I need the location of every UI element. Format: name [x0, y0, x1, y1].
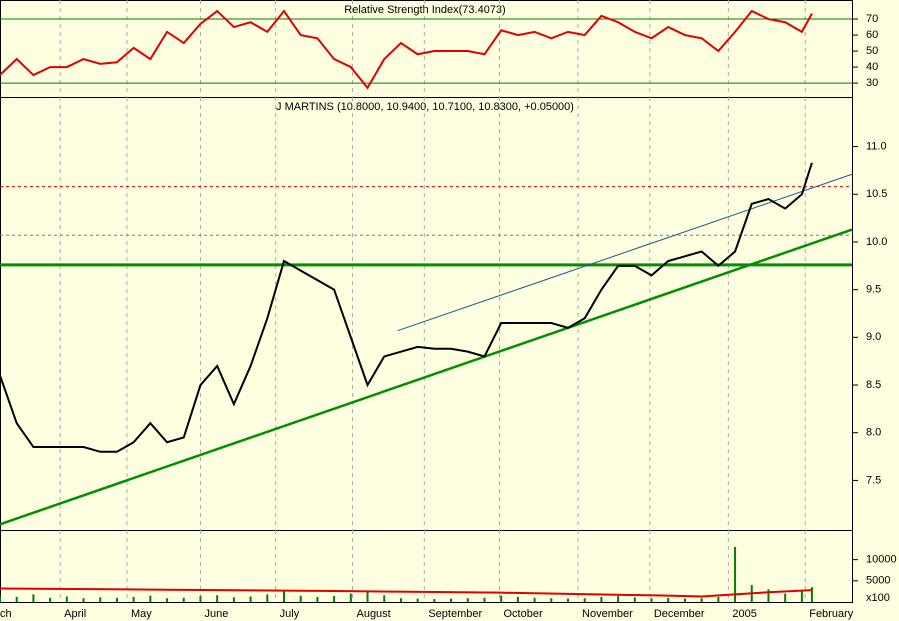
volume-bar — [15, 596, 18, 602]
volume-bar — [249, 596, 252, 602]
y-tick-label: 8.5 — [866, 379, 881, 391]
x-tick-label: February — [809, 608, 854, 620]
volume-bar — [283, 591, 285, 602]
volume-bar — [700, 598, 703, 602]
volume-bar — [149, 595, 152, 602]
x-tick-label: April — [64, 608, 86, 620]
series-line — [0, 9, 813, 90]
volume-bar — [132, 596, 135, 602]
x-tick-label: May — [131, 608, 152, 620]
trend-line — [397, 173, 853, 332]
volume-bar — [316, 596, 319, 602]
volume-bar — [810, 587, 813, 602]
volume-bar — [450, 598, 453, 602]
volume-bar — [166, 598, 169, 602]
y-tick-label: 9.0 — [866, 331, 881, 343]
volume-bar — [65, 596, 68, 602]
trend-line — [0, 228, 853, 526]
x-tick-label: July — [280, 608, 300, 620]
y-tick-label: 10.0 — [866, 236, 887, 248]
y-tick-label: 70 — [866, 13, 878, 25]
volume-bar — [734, 546, 737, 602]
x-tick-label: September — [428, 608, 482, 620]
volume-bar — [299, 595, 302, 602]
volume-bar — [617, 596, 620, 602]
series-line — [0, 587, 812, 598]
volume-bar — [567, 598, 569, 602]
volume-bar — [466, 598, 469, 602]
volume-bar — [683, 598, 686, 602]
y-tick-label: 8.0 — [866, 427, 881, 439]
volume-bar — [717, 596, 720, 602]
volume-bar — [82, 598, 85, 602]
y-tick-label: 60 — [866, 29, 878, 41]
y-tick-label: 40 — [866, 61, 878, 73]
volume-bar — [182, 597, 185, 602]
volume-bar — [399, 598, 402, 602]
volume-bar — [416, 598, 419, 602]
volume-bar — [784, 593, 787, 602]
y-tick-label: 7.5 — [866, 474, 881, 486]
volume-bar — [516, 596, 519, 602]
volume-bar — [483, 597, 486, 602]
volume-bar — [650, 598, 653, 602]
y-tick-label: 50 — [866, 45, 878, 57]
volume-bar — [600, 596, 603, 602]
y-tick-label: 30 — [866, 77, 878, 89]
volume-bar — [0, 595, 1, 602]
volume-bar — [49, 597, 52, 602]
volume-bar — [583, 598, 586, 602]
volume-bar — [383, 595, 386, 602]
volume-bar — [533, 597, 536, 602]
volume-bar — [266, 594, 269, 602]
x-tick-label: November — [582, 608, 633, 620]
volume-bar — [767, 589, 770, 602]
unit-label: x100 — [866, 592, 890, 604]
volume-bar — [500, 595, 503, 602]
volume-bar — [216, 595, 219, 602]
price-title: J MARTINS (10.8000, 10.9400, 10.7100, 10… — [276, 101, 574, 113]
x-tick-label: October — [504, 608, 543, 620]
y-tick-label: 11.0 — [866, 141, 887, 153]
volume-bar — [633, 597, 636, 602]
rsi-title: Relative Strength Index(73.4073) — [344, 4, 505, 16]
volume-bar — [115, 597, 118, 602]
series-line — [0, 162, 813, 453]
x-tick-label: December — [654, 608, 705, 620]
volume-bar — [800, 591, 803, 602]
volume-bar — [32, 594, 35, 602]
volume-bar — [349, 593, 352, 602]
y-tick-label: 5000 — [866, 575, 890, 587]
volume-bar — [199, 596, 202, 602]
volume-bar — [99, 597, 102, 602]
volume-bar — [232, 597, 235, 602]
y-tick-label: 10000 — [866, 554, 897, 566]
x-tick-label: June — [204, 608, 228, 620]
y-tick-label: 9.5 — [866, 284, 881, 296]
panel-frame — [0, 530, 853, 603]
volume-bar — [550, 598, 553, 602]
volume-bar — [333, 596, 336, 602]
x-tick-label: August — [356, 608, 390, 620]
volume-bar — [667, 597, 670, 602]
x-tick-label: ch — [0, 608, 12, 620]
volume-bar — [366, 591, 369, 602]
y-tick-label: 10.5 — [866, 188, 887, 200]
volume-bar — [433, 599, 436, 602]
x-tick-label: 2005 — [732, 608, 756, 620]
